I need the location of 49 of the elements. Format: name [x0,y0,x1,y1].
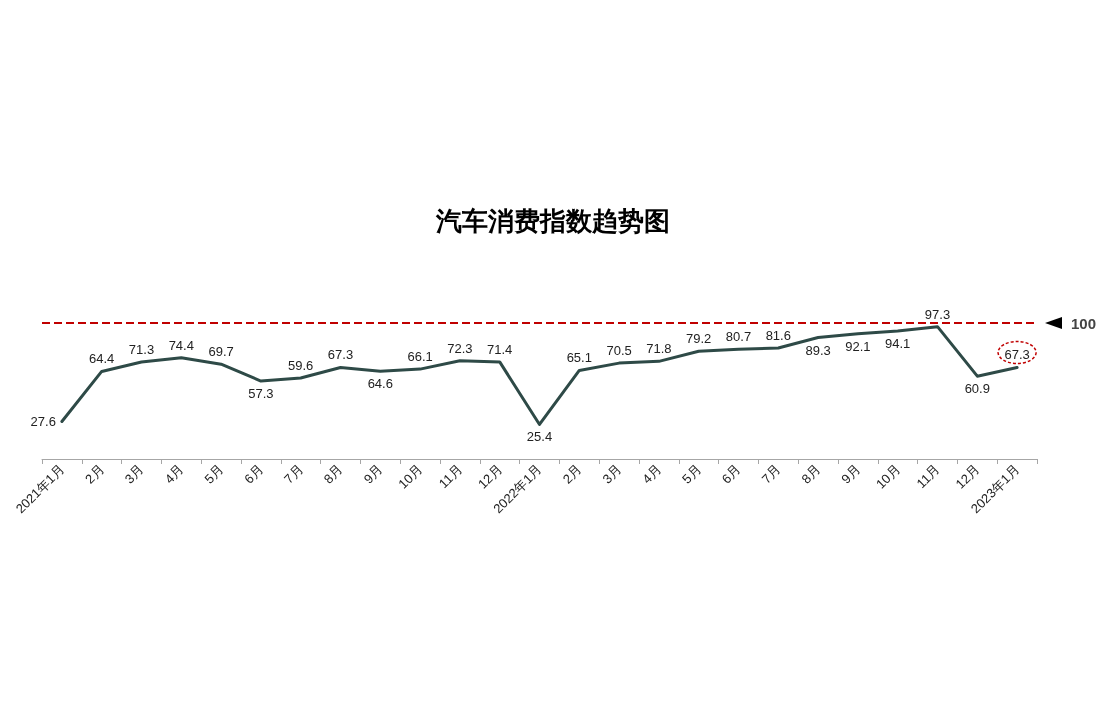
data-label: 79.2 [686,331,712,347]
x-tick-label: 10月 [872,461,903,492]
data-label: 80.7 [725,329,752,345]
chart-title: 汽车消费指数趋势图 [435,206,670,236]
data-label: 64.4 [89,351,115,367]
data-label: 74.4 [168,337,194,353]
data-label: 70.5 [606,343,632,359]
x-tick-label: 2月 [82,461,107,487]
data-label: 27.6 [30,413,56,429]
x-tick-label: 7月 [281,461,306,487]
data-label: 25.4 [526,429,553,445]
x-tick-label: 8月 [798,461,824,487]
x-tick-label: 11月 [913,461,943,492]
data-label: 67.3 [327,347,354,363]
x-tick-label: 9月 [838,461,864,487]
data-label: 67.3 [1004,347,1030,363]
data-label: 65.1 [566,350,592,366]
data-label: 72.3 [447,340,473,356]
data-label: 69.7 [208,344,234,360]
data-label: 60.9 [964,381,990,397]
x-tick-label: 3月 [599,461,625,487]
data-label: 71.3 [128,342,155,358]
x-tick-label: 6月 [241,461,267,487]
data-label: 66.1 [407,349,433,365]
x-tick-label: 4月 [161,461,187,487]
x-tick-label: 2月 [559,461,585,487]
x-tick-label: 4月 [639,461,665,487]
data-label: 92.1 [845,338,871,354]
data-label: 64.6 [367,376,393,392]
x-tick-label: 12月 [474,461,505,492]
data-label: 71.8 [646,341,672,357]
data-label: 94.1 [885,336,911,352]
x-tick-label: 11月 [435,461,466,492]
x-tick-label: 3月 [121,461,147,487]
data-label: 97.3 [924,306,951,322]
x-tick-label: 7月 [758,461,784,487]
data-label: 81.6 [765,328,791,344]
x-tick-label: 12月 [952,461,983,492]
x-tick-label: 8月 [320,461,346,487]
data-label: 71.4 [487,341,513,357]
data-label: 59.6 [288,357,314,373]
x-tick-label: 5月 [679,461,704,487]
x-tick-label: 6月 [718,461,744,487]
data-label: 57.3 [248,386,274,402]
data-label: 89.3 [805,342,831,358]
x-tick-label: 5月 [201,461,227,487]
ref-line-label: 100 [1071,314,1097,332]
x-tick-label: 9月 [360,461,386,487]
x-tick-label: 10月 [395,461,426,492]
